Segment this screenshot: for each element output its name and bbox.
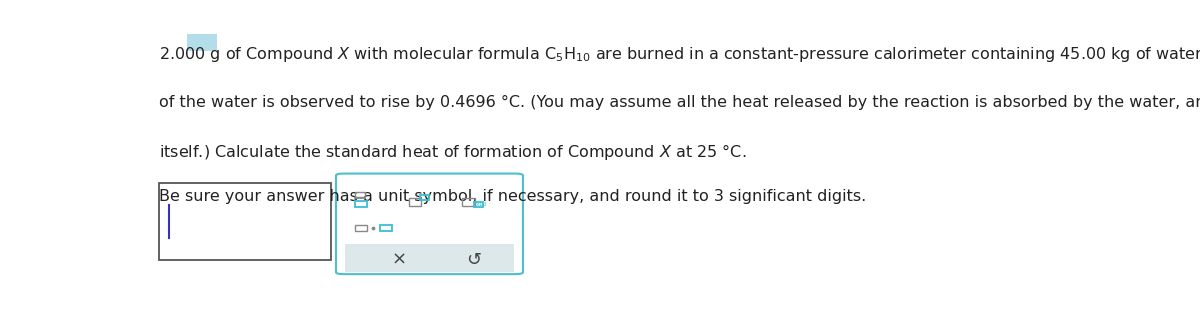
Bar (474, 202, 482, 207)
Text: x10: x10 (475, 202, 487, 207)
Text: ↺: ↺ (466, 251, 481, 269)
Text: of the water is observed to rise by 0.4696 °C. (You may assume all the heat rele: of the water is observed to rise by 0.46… (160, 95, 1200, 110)
Bar (355, 192, 365, 197)
Bar (420, 195, 430, 200)
Bar (355, 225, 367, 231)
Bar (187, 34, 217, 51)
Bar (160, 183, 331, 260)
Text: itself.) Calculate the standard heat of formation of Compound $\mathit{X}$ at 25: itself.) Calculate the standard heat of … (160, 142, 746, 162)
Text: Be sure your answer has a unit symbol, if necessary, and round it to 3 significa: Be sure your answer has a unit symbol, i… (160, 189, 866, 204)
FancyBboxPatch shape (336, 174, 523, 274)
Bar (462, 198, 474, 206)
Bar (355, 201, 367, 207)
Bar (379, 225, 392, 231)
Text: ×: × (391, 251, 407, 269)
Bar (346, 244, 514, 272)
Bar (408, 198, 421, 206)
Text: 2.000 g of Compound $\mathit{X}$ with molecular formula $\mathrm{C_5H_{10}}$ are: 2.000 g of Compound $\mathit{X}$ with mo… (160, 44, 1200, 64)
